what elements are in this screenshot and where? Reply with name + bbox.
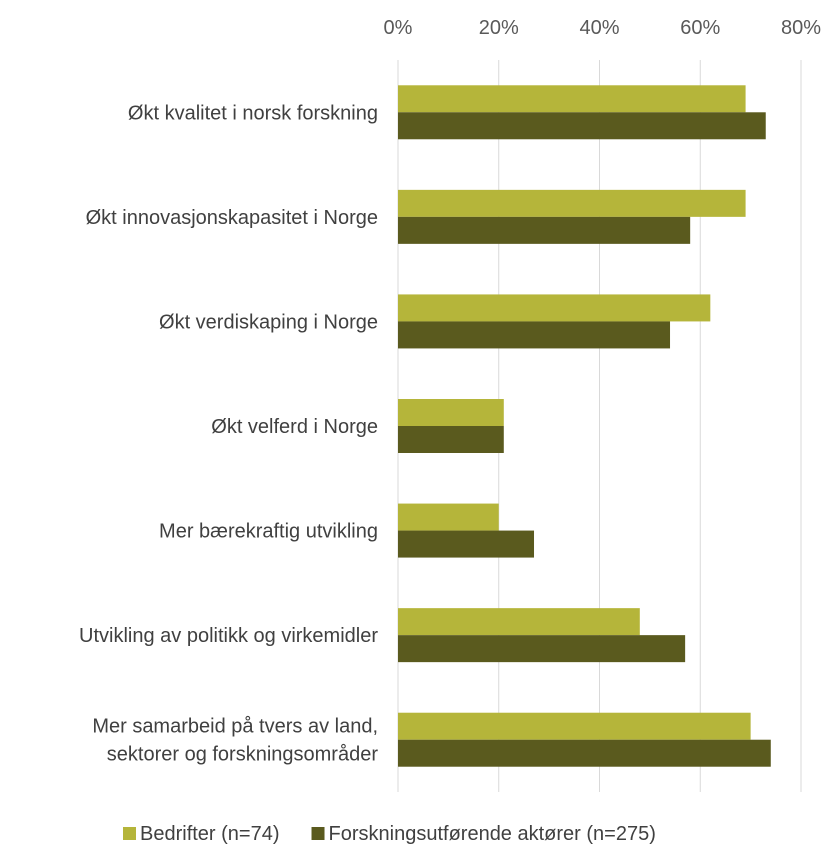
- category-label: Mer bærekraftig utvikling: [159, 521, 378, 543]
- legend: Bedrifter (n=74) Forskningsutførende aktø…: [123, 823, 656, 845]
- category-label: Økt velferd i Norge: [211, 416, 378, 438]
- legend-swatch: [123, 827, 136, 840]
- x-tick-label: 40%: [579, 17, 619, 39]
- legend-swatch: [311, 827, 325, 840]
- bar-bedrifter: [398, 189, 746, 217]
- x-tick-label: 60%: [680, 17, 720, 39]
- legend-label: Bedrifter (n=74): [140, 823, 280, 845]
- bar-bedrifter: [398, 712, 751, 740]
- bar-bedrifter: [398, 608, 640, 636]
- category-label: Økt innovasjonskapasitet i Norge: [86, 207, 378, 229]
- x-axis-ticks: 0% 20% 40% 60% 80%: [384, 17, 822, 39]
- bar-bedrifter: [398, 85, 746, 113]
- category-label: Økt verdiskaping i Norge: [159, 311, 378, 333]
- category-label: Mer samarbeid på tvers av land,: [92, 716, 378, 738]
- bar-bedrifter: [398, 503, 499, 531]
- category-label: Utvikling av politikk og virkemidler: [79, 625, 378, 647]
- bar-forskningsutforende: [398, 216, 691, 244]
- category-label: Økt kvalitet i norsk forskning: [128, 102, 378, 124]
- legend-label: Forskningsutførende aktører (n=275): [329, 823, 656, 845]
- category-label: sektorer og forskningsområder: [107, 744, 379, 766]
- bar-forskningsutforende: [398, 321, 671, 349]
- bar-forskningsutforende: [398, 530, 535, 558]
- bar-forskningsutforende: [398, 112, 766, 140]
- bar-forskningsutforende: [398, 426, 504, 453]
- category-labels: Økt kvalitet i norsk forskning Økt innova…: [79, 102, 378, 765]
- bar-forskningsutforende: [398, 739, 771, 767]
- bar-bedrifter: [398, 294, 711, 322]
- x-tick-label: 20%: [479, 17, 519, 39]
- bar-forskningsutforende: [398, 635, 686, 663]
- x-tick-label: 80%: [781, 17, 821, 39]
- bar-bedrifter: [398, 399, 504, 426]
- x-tick-label: 0%: [384, 17, 413, 39]
- bars: [398, 85, 771, 767]
- gridlines: [397, 60, 802, 792]
